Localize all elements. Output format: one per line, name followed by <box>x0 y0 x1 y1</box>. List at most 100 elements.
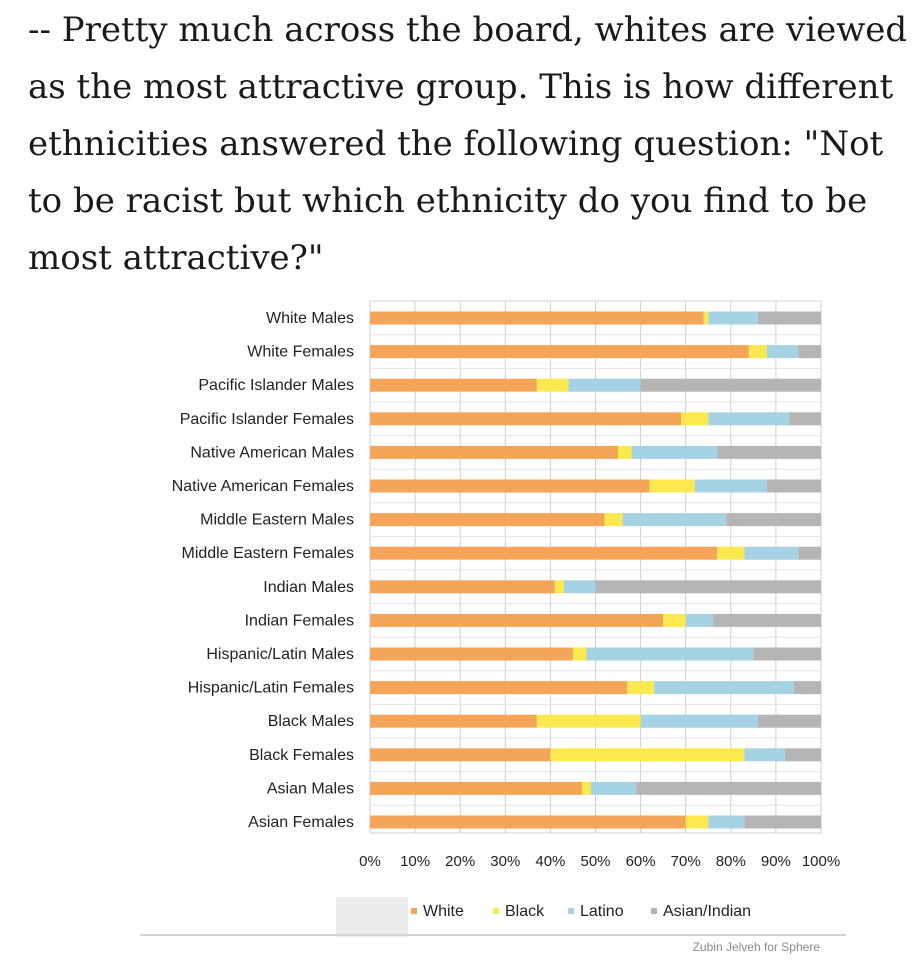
legend-label: Latino <box>580 903 624 920</box>
bar-segment-latino <box>654 681 794 695</box>
bar-segment-latino <box>708 412 790 426</box>
bar-segment-black <box>649 479 695 493</box>
legend-swatch <box>651 908 657 914</box>
bar-segment-asian-indian <box>784 748 821 762</box>
x-tick-label: 40% <box>535 853 565 870</box>
bar-segment-asian-indian <box>712 613 821 627</box>
category-label: Asian Males <box>267 780 354 797</box>
bar-segment-latino <box>622 513 727 527</box>
bar-segment-latino <box>708 815 745 829</box>
post-caption: -- Pretty much across the board, whites … <box>28 10 908 278</box>
bar-segment-black <box>627 681 655 695</box>
category-label: White Males <box>266 310 354 327</box>
category-label: Black Females <box>249 747 354 764</box>
x-tick-label: 30% <box>490 853 520 870</box>
bar-segment-latino <box>708 311 758 325</box>
category-label: Asian Females <box>248 814 354 831</box>
category-label: Hispanic/Latin Males <box>206 646 354 663</box>
bar-segment-asian-indian <box>595 580 821 594</box>
bar-segment-white <box>370 345 749 359</box>
bar-segment-white <box>370 815 686 829</box>
bar-segment-black <box>536 714 641 728</box>
x-tick-label: 90% <box>761 853 791 870</box>
bar-segment-black <box>572 647 587 661</box>
category-label: Indian Males <box>263 579 354 596</box>
bar-segment-asian-indian <box>640 378 821 392</box>
legend-swatch <box>568 908 574 914</box>
bar-segment-asian-indian <box>753 647 821 661</box>
legend-label: White <box>423 903 464 920</box>
bar-segment-black <box>554 580 564 594</box>
bar-segment-latino <box>744 546 799 560</box>
bar-segment-black <box>618 445 632 459</box>
bar-segment-latino <box>631 445 718 459</box>
bar-segment-white <box>370 748 551 762</box>
bar-segment-white <box>370 311 704 325</box>
category-label: White Females <box>247 344 354 361</box>
category-label: Pacific Islander Males <box>198 377 354 394</box>
x-tick-label: 10% <box>400 853 430 870</box>
x-tick-label: 60% <box>626 853 656 870</box>
category-label: Native American Females <box>172 478 354 495</box>
bar-segment-latino <box>586 647 754 661</box>
bar-segment-white <box>370 513 605 527</box>
category-label: Indian Females <box>245 612 354 629</box>
bar-segment-black <box>681 412 709 426</box>
bar-segment-black <box>663 613 686 627</box>
bar-segment-black <box>703 311 709 325</box>
bar-segment-white <box>370 378 537 392</box>
bar-segment-latino <box>568 378 641 392</box>
category-label: Black Males <box>268 713 354 730</box>
x-tick-label: 70% <box>671 853 701 870</box>
bar-segment-latino <box>685 613 713 627</box>
chart-credit: Zubin Jelveh for Sphere <box>692 940 820 954</box>
bar-segment-asian-indian <box>766 479 821 493</box>
bar-segment-black <box>748 345 767 359</box>
bar-segment-white <box>370 580 555 594</box>
bar-segment-asian-indian <box>726 513 821 527</box>
legend-swatch <box>493 908 499 914</box>
bar-segment-white <box>370 714 537 728</box>
bar-segment-asian-indian <box>757 714 821 728</box>
bar-segment-white <box>370 681 628 695</box>
category-label: Middle Eastern Females <box>181 545 354 562</box>
bar-segment-asian-indian <box>717 445 821 459</box>
bar-segment-black <box>581 781 591 795</box>
x-tick-label: 20% <box>445 853 475 870</box>
stacked-bar-chart: White Males White Females Pacific Islander… <box>140 296 860 960</box>
bar-segment-black <box>550 748 745 762</box>
legend-label: Black <box>505 903 545 920</box>
category-label: Hispanic/Latin Females <box>188 680 354 697</box>
bar-segment-black <box>604 513 623 527</box>
legend-background-panel <box>336 897 408 937</box>
bar-segment-latino <box>766 345 799 359</box>
bar-segment-asian-indian <box>744 815 821 829</box>
x-tick-label: 100% <box>802 853 840 870</box>
x-tick-label: 80% <box>716 853 746 870</box>
bar-segment-latino <box>640 714 758 728</box>
legend-label: Asian/Indian <box>663 903 751 920</box>
bar-segment-latino <box>590 781 637 795</box>
bar-segment-white <box>370 445 619 459</box>
bar-segment-asian-indian <box>798 546 821 560</box>
bar-segment-white <box>370 479 650 493</box>
bar-segment-asian-indian <box>798 345 821 359</box>
bar-segment-asian-indian <box>793 681 821 695</box>
bar-segment-latino <box>563 580 596 594</box>
x-tick-label: 0% <box>359 853 381 870</box>
bar-segment-white <box>370 613 664 627</box>
category-label: Pacific Islander Females <box>180 411 354 428</box>
category-label: Middle Eastern Males <box>200 512 354 529</box>
bar-segment-asian-indian <box>636 781 821 795</box>
bar-segment-black <box>717 546 745 560</box>
category-label: Native American Males <box>190 444 354 461</box>
bar-segment-white <box>370 546 718 560</box>
bar-segment-latino <box>694 479 767 493</box>
chart-svg: White Males White Females Pacific Islander… <box>172 300 840 920</box>
legend-swatch <box>411 908 417 914</box>
bar-segment-white <box>370 647 573 661</box>
bar-segment-asian-indian <box>789 412 821 426</box>
bar-segment-white <box>370 781 582 795</box>
bottom-divider <box>140 934 846 936</box>
bar-segment-white <box>370 412 682 426</box>
